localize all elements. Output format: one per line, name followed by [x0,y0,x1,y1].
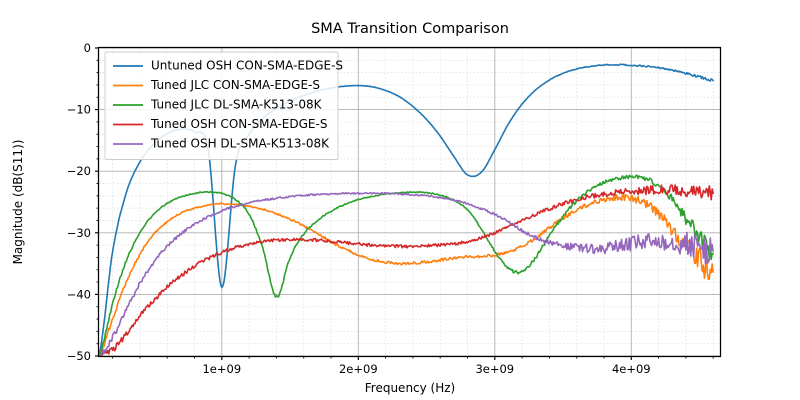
x-tick-label: 4e+09 [612,362,651,376]
legend-label-0[interactable]: Untuned OSH CON-SMA-EDGE-S [151,59,343,73]
axes-frame [97,46,722,358]
y-tick-label: −30 [67,226,91,240]
chart-title: SMA Transition Comparison [311,21,509,37]
y-tick-label: −10 [67,103,91,117]
series-line-1 [98,193,714,356]
y-tick-label: 0 [84,41,91,55]
y-tick-label: −50 [67,349,91,363]
x-tick-label: 2e+09 [339,362,378,376]
x-tick-label: 1e+09 [202,362,241,376]
y-axis-label: Magnitude (dB(S11)) [11,140,25,265]
legend-label-3[interactable]: Tuned OSH CON-SMA-EDGE-S [150,117,327,131]
y-tick-label: −40 [67,287,91,301]
x-tick-label: 3e+09 [475,362,514,376]
series-line-4 [98,191,714,357]
chart-legend[interactable]: Untuned OSH CON-SMA-EDGE-S Tuned JLC CON-… [104,51,343,160]
series-line-3 [98,184,714,357]
legend-label-4[interactable]: Tuned OSH DL-SMA-K513-08K [150,137,330,151]
plot-border [97,46,722,358]
axis-ticks [95,47,714,360]
legend-background [104,51,339,160]
y-tick-label: −20 [67,164,91,178]
legend-label-1[interactable]: Tuned JLC CON-SMA-EDGE-S [150,78,320,92]
series-line-2 [98,174,714,357]
axis-tick-labels: 1e+09 2e+09 3e+09 4e+09 0 −10 −20 −30 −40 −50 [67,41,651,376]
x-axis-label: Frequency (Hz) [365,381,456,395]
legend-label-2[interactable]: Tuned JLC DL-SMA-K513-08K [150,98,323,112]
